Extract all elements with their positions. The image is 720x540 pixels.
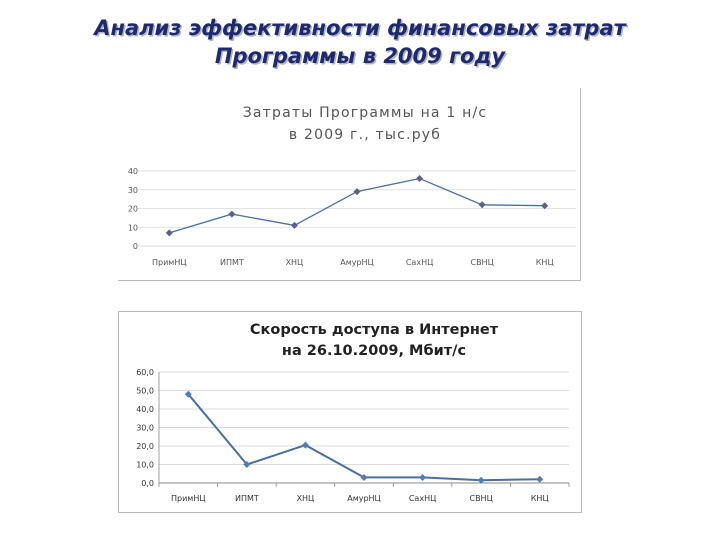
- x-tick-label: ПримНЦ: [171, 494, 206, 503]
- x-tick-label: АмурНЦ: [347, 494, 381, 503]
- data-point: [290, 221, 298, 229]
- x-tick-label: ИПМТ: [220, 258, 244, 267]
- data-point: [478, 201, 486, 209]
- y-tick-label: 20: [128, 205, 138, 214]
- costs-chart: Затраты Программы на 1 н/с в 2009 г., тыс…: [118, 88, 581, 281]
- y-tick-label: 10,0: [136, 461, 154, 470]
- data-point: [165, 229, 173, 237]
- y-tick-label: 20,0: [136, 442, 154, 451]
- x-tick-label: СВНЦ: [470, 258, 493, 267]
- chart-title-line-2: на 26.10.2009, Мбит/с: [282, 343, 466, 359]
- slide-title-line-1: Анализ эффективности финансовых затрат: [94, 16, 626, 40]
- x-tick-label: ХНЦ: [286, 258, 304, 267]
- series-line: [169, 177, 545, 234]
- y-tick-label: 50,0: [136, 387, 154, 396]
- data-point: [184, 390, 192, 398]
- data-point: [541, 202, 549, 210]
- costs-chart-svg: Затраты Программы на 1 н/с в 2009 г., тыс…: [128, 105, 576, 267]
- y-tick-label: 60,0: [136, 368, 154, 377]
- chart-title-line-1: Скорость доступа в Интернет: [250, 322, 499, 338]
- x-tick-label: ПримНЦ: [152, 258, 187, 267]
- x-tick-label: ИПМТ: [235, 494, 259, 503]
- data-point: [301, 441, 309, 449]
- chart-title-line-1: Затраты Программы на 1 н/с: [243, 105, 488, 121]
- internet-speed-chart: Скорость доступа в Интернет на 26.10.2009…: [118, 311, 582, 513]
- y-tick-label: 0: [133, 242, 138, 251]
- x-tick-label: СахНЦ: [406, 258, 433, 267]
- y-tick-label: 0,0: [141, 479, 154, 488]
- y-tick-label: 30,0: [136, 424, 154, 433]
- data-point: [419, 473, 427, 481]
- data-point: [416, 175, 424, 182]
- data-point: [477, 476, 485, 484]
- internet-speed-chart-svg: Скорость доступа в Интернет на 26.10.2009…: [136, 322, 570, 503]
- data-point: [228, 210, 236, 218]
- slide-title: Анализ эффективности финансовых затрат П…: [0, 14, 720, 70]
- series-line: [187, 393, 540, 482]
- y-tick-label: 10: [128, 223, 138, 232]
- data-point: [360, 473, 368, 481]
- data-point: [536, 475, 544, 483]
- x-tick-label: АмурНЦ: [340, 258, 374, 267]
- data-point: [243, 461, 251, 468]
- chart-title-line-2: в 2009 г., тыс.руб: [289, 127, 441, 143]
- slide-title-line-2: Программы в 2009 году: [214, 44, 506, 68]
- x-tick-label: КНЦ: [531, 494, 549, 503]
- y-tick-label: 40: [128, 167, 138, 176]
- y-tick-label: 30: [128, 186, 138, 195]
- x-tick-label: СВНЦ: [469, 494, 492, 503]
- y-tick-label: 40,0: [136, 405, 154, 414]
- x-tick-label: КНЦ: [536, 258, 554, 267]
- data-point: [353, 188, 361, 196]
- x-tick-label: ХНЦ: [297, 494, 315, 503]
- x-tick-label: СахНЦ: [409, 494, 436, 503]
